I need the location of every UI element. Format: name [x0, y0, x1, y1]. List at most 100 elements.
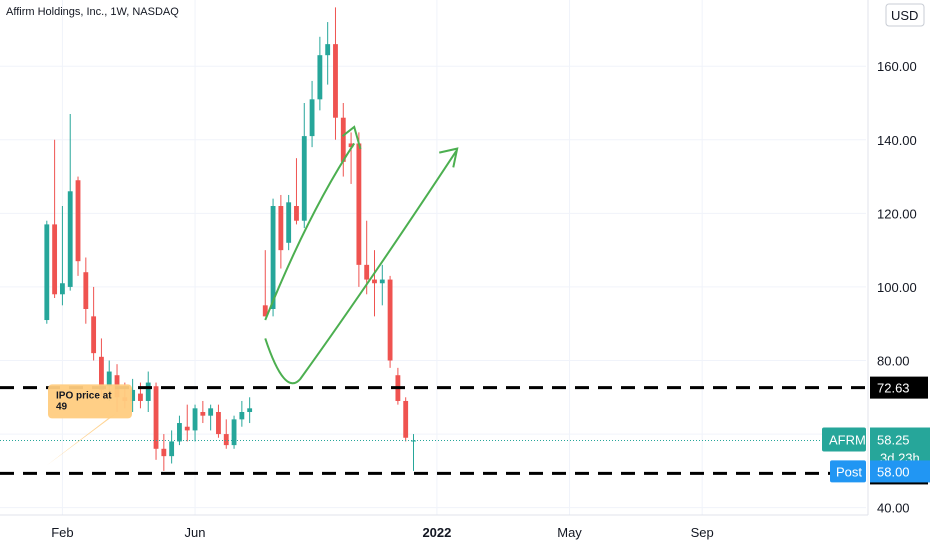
level-price-tag: [870, 376, 928, 399]
candle-body: [309, 99, 315, 137]
candle: [286, 194, 292, 251]
candle-body: [184, 426, 190, 431]
candle-body: [138, 393, 143, 401]
trend-arrow-1[interactable]: [264, 142, 356, 321]
candle-body: [403, 400, 409, 438]
candle: [379, 264, 385, 306]
candle-body: [372, 279, 377, 284]
candle: [177, 415, 182, 446]
candle-body: [169, 441, 175, 457]
candle: [161, 434, 167, 471]
ipo-callout-text: IPO price at 49: [56, 390, 112, 412]
ticker-tag[interactable]: [822, 427, 866, 452]
candle-body: [231, 419, 237, 446]
candle: [44, 220, 50, 324]
candle-body: [325, 44, 331, 56]
candle-body: [153, 386, 159, 449]
candle: [75, 176, 81, 276]
candle-body: [208, 408, 214, 416]
candle: [325, 22, 331, 85]
candle: [317, 36, 323, 111]
post-tag[interactable]: [830, 460, 866, 483]
candle: [216, 404, 221, 438]
candle-body: [333, 44, 338, 118]
candle-body: [200, 412, 206, 416]
candle: [153, 382, 159, 460]
currency-badge[interactable]: [885, 3, 925, 27]
candle-body: [317, 55, 323, 100]
chart-grid: [0, 0, 866, 515]
candle-body: [177, 423, 182, 442]
candle: [356, 132, 362, 287]
y-tick-label: 100.00: [877, 280, 917, 295]
candle: [231, 415, 237, 449]
candle-body: [52, 224, 58, 295]
current-price-label: 58.25: [877, 433, 910, 448]
candle: [67, 114, 73, 291]
candle-body: [247, 408, 253, 412]
callout-line: IPO price at: [56, 390, 112, 401]
candle-body: [83, 272, 89, 309]
symbol-legend: Affirm Holdings, Inc., 1W, NASDAQ: [6, 6, 179, 18]
post-label: Post: [836, 464, 862, 479]
arrow-head-1: [341, 125, 362, 150]
candle-body: [340, 117, 346, 162]
candle-body: [216, 412, 221, 435]
candle: [200, 400, 206, 424]
candle-body: [270, 206, 276, 309]
y-tick-label: 80.00: [877, 354, 910, 369]
candles: [44, 7, 416, 471]
candle: [91, 286, 97, 361]
candle-body: [379, 279, 385, 284]
candle: [83, 257, 89, 324]
candle: [52, 139, 58, 298]
candle: [411, 434, 416, 471]
x-tick-label: May: [557, 525, 582, 540]
candle-body: [294, 206, 299, 221]
candle-body: [411, 440, 416, 442]
candle-body: [348, 143, 354, 148]
y-tick-label: 140.00: [877, 133, 917, 148]
candle-body: [387, 279, 393, 361]
candle-body: [145, 382, 151, 401]
y-tick-label: 40.00: [877, 501, 910, 516]
candle: [169, 430, 175, 464]
candle: [184, 404, 190, 442]
post-price-tag: [870, 460, 930, 483]
candle: [309, 80, 315, 148]
candle-body: [75, 180, 81, 262]
candle-body: [130, 389, 136, 401]
candle-body: [99, 356, 104, 390]
callout-pointer: [46, 412, 119, 466]
y-tick-label: 160.00: [877, 59, 917, 74]
candle: [262, 250, 268, 317]
candle-body: [161, 448, 167, 457]
time-axis-bg: [0, 515, 868, 550]
candle-body: [278, 206, 284, 251]
arrow-head-2: [439, 147, 459, 168]
candle-body: [356, 143, 362, 265]
candle: [130, 378, 136, 412]
candle: [192, 404, 198, 442]
currency-label: USD: [891, 8, 918, 23]
candle: [208, 404, 214, 431]
user-drawings[interactable]: IPO price at 49: [0, 125, 866, 475]
x-tick-label: Sep: [691, 525, 714, 540]
x-tick-label: Feb: [51, 525, 73, 540]
trend-arrow-2[interactable]: [264, 150, 458, 385]
candle: [372, 250, 377, 317]
candle-body: [301, 136, 307, 221]
candle: [247, 397, 253, 424]
candle-body: [364, 264, 370, 280]
candle: [387, 275, 393, 368]
candle: [333, 7, 338, 140]
post-price-label: 58.00: [877, 464, 910, 479]
candle: [403, 397, 409, 442]
candle: [239, 400, 245, 427]
candle-body: [262, 305, 268, 317]
ipo-callout[interactable]: [48, 384, 132, 419]
candle-body: [286, 202, 292, 243]
candle: [270, 198, 276, 317]
candle: [59, 206, 65, 306]
